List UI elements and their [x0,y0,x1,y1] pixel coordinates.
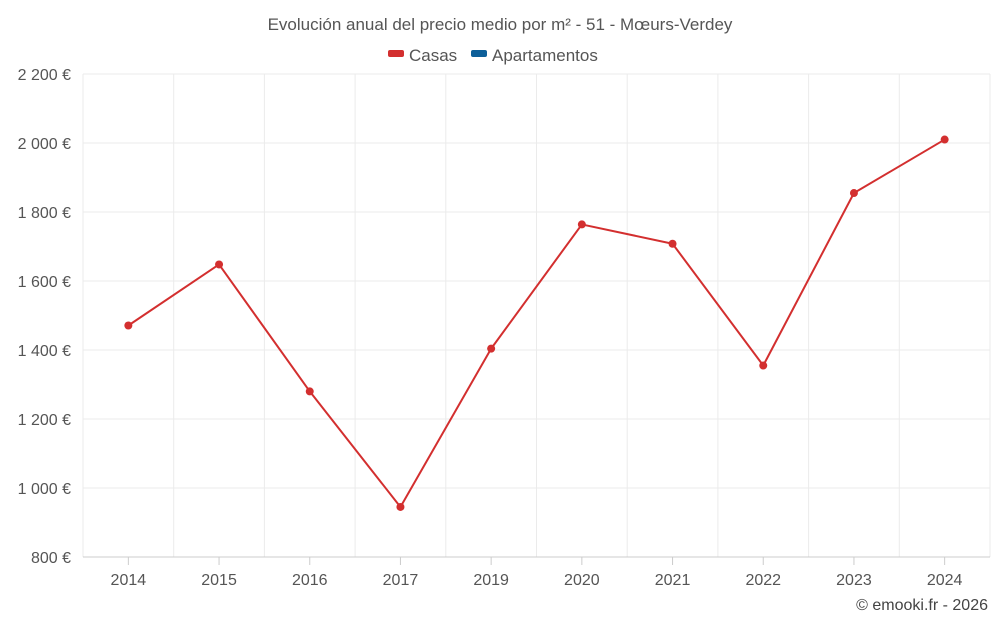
x-tick-label: 2024 [927,572,963,589]
credit-text: © emooki.fr - 2026 [856,597,988,614]
x-axis: 2014 2015 2016 2017 2019 2020 2021 2022 2023 2024 [83,556,990,589]
data-point[interactable] [487,344,496,353]
y-tick-label: 2 200 € [18,67,71,84]
y-tick-label: 1 000 € [18,481,71,498]
data-point[interactable] [940,135,949,144]
data-point[interactable] [668,239,677,248]
data-point[interactable] [305,387,314,396]
y-tick-label: 1 800 € [18,205,71,222]
x-tick-label: 2016 [292,572,328,589]
x-tick-label: 2015 [201,572,237,589]
y-tick-label: 800 € [31,550,71,567]
x-tick-label: 2023 [836,572,872,589]
series-line [127,138,946,508]
legend-label-casas: Casas [409,46,457,65]
data-point[interactable] [849,189,858,198]
chart-title: Evolución anual del precio medio por m² … [268,15,733,34]
x-tick-label: 2020 [564,572,600,589]
x-tick-label: 2019 [473,572,509,589]
y-tick-label: 1 200 € [18,412,71,429]
legend: Casas Apartamentos [388,46,598,65]
data-point[interactable] [577,220,586,229]
y-tick-label: 1 600 € [18,274,71,291]
series-casas [124,135,949,511]
data-point[interactable] [124,321,133,330]
x-tick-label: 2021 [655,572,691,589]
y-tick-label: 1 400 € [18,343,71,360]
data-point[interactable] [759,361,768,370]
legend-item-casas[interactable]: Casas [388,46,457,65]
legend-label-apartamentos: Apartamentos [492,46,598,65]
legend-swatch-casas [388,50,404,57]
data-point[interactable] [215,260,224,269]
x-tick-label: 2014 [111,572,147,589]
legend-item-apartamentos[interactable]: Apartamentos [471,46,598,65]
legend-swatch-apartamentos [471,50,487,57]
y-tick-label: 2 000 € [18,136,71,153]
gridlines [82,73,991,557]
x-tick-label: 2017 [383,572,419,589]
y-axis: 800 € 1 000 € 1 200 € 1 400 € 1 600 € 1 800 €… [18,67,71,567]
data-point[interactable] [396,502,405,511]
x-tick-label: 2022 [745,572,781,589]
